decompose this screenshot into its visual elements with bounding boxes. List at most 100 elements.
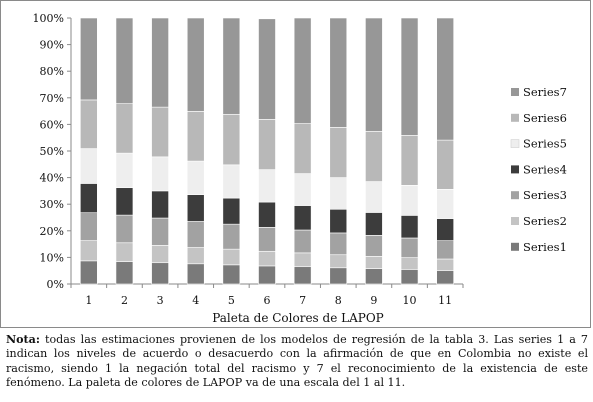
bar-segment-series4-cat-8: [329, 208, 348, 234]
bar-segment-series1-cat-5: [222, 264, 241, 285]
y-tick-label: 20%: [40, 225, 64, 238]
bar-segment-series4-cat-4: [186, 194, 205, 222]
x-tick-label: 3: [157, 294, 164, 307]
bar-segment-series5-cat-7: [293, 173, 312, 206]
x-tick-label: 1: [85, 294, 92, 307]
bar-segment-series7-cat-5: [222, 17, 241, 115]
legend-swatch-series6: [511, 113, 519, 122]
bar-segment-series1-cat-1: [80, 260, 98, 285]
bar-segment-series5-cat-3: [151, 156, 169, 192]
bar-segment-series7-cat-10: [400, 17, 419, 136]
bar-segment-series2-cat-4: [186, 247, 205, 265]
bar-segment-series1-cat-9: [365, 268, 383, 285]
bar-segment-series7-cat-11: [436, 17, 454, 141]
bar-segment-series2-cat-1: [80, 240, 98, 262]
legend-swatch-series2: [511, 217, 519, 225]
y-tick-label: 100%: [33, 12, 64, 25]
bar-segment-series3-cat-9: [365, 235, 383, 257]
bar-segment-series1-cat-4: [186, 263, 205, 285]
bar-segment-series3-cat-7: [293, 229, 312, 254]
y-tick-label: 40%: [40, 172, 64, 185]
chart-frame: 0% 10% 20% 30% 40% 50% 60% 70% 80% 90% 100% 1 2 3 4 5 6 7…: [0, 0, 591, 328]
x-tick-label: 7: [299, 294, 306, 307]
stacked-bar-chart: 0% 10% 20% 30% 40% 50% 60% 70% 80% 90% 100% 1 2 3 4 5 6 7…: [33, 12, 567, 325]
bar-segment-series3-cat-3: [151, 217, 169, 246]
bar-segment-series2-cat-10: [400, 257, 419, 270]
bar-segment-series5-cat-11: [436, 189, 454, 219]
legend-label-series7: Series7: [523, 85, 567, 99]
legend-swatch-series3: [511, 191, 519, 200]
bar-segment-series4-cat-11: [436, 218, 454, 241]
bar-segment-series5-cat-4: [186, 160, 205, 195]
bar-segment-series3-cat-10: [400, 237, 419, 258]
x-tick-label: 5: [228, 294, 235, 307]
x-tick-label: 4: [192, 294, 199, 307]
bar-segment-series7-cat-6: [258, 18, 276, 120]
bar-segment-series4-cat-2: [115, 187, 134, 216]
bar-segment-series6-cat-5: [222, 113, 241, 166]
bar-segment-series7-cat-3: [151, 17, 169, 108]
bar-segment-series6-cat-9: [365, 131, 383, 182]
legend-label-series3: Series3: [523, 188, 567, 202]
bar-segment-series2-cat-5: [222, 248, 241, 266]
bar-segment-series4-cat-7: [293, 205, 312, 231]
y-tick-label: 50%: [40, 145, 64, 158]
bar-segment-series6-cat-10: [400, 135, 419, 186]
y-tick-label: 10%: [40, 251, 64, 264]
x-tick-label: 8: [335, 294, 342, 307]
legend-label-series2: Series2: [523, 214, 567, 228]
bar-segment-series1-cat-2: [115, 261, 134, 285]
bar-segment-series1-cat-11: [436, 270, 454, 285]
bar-segment-series5-cat-6: [258, 169, 276, 203]
bar-segment-series4-cat-10: [400, 215, 419, 239]
bar-segment-series6-cat-3: [151, 106, 169, 158]
bar-segment-series3-cat-1: [80, 212, 98, 241]
bar-segment-series2-cat-9: [365, 256, 383, 269]
bar-segment-series5-cat-2: [115, 152, 134, 189]
y-tick-label: 80%: [40, 65, 64, 78]
legend-swatch-series1: [511, 242, 519, 251]
x-tick-label: 11: [438, 294, 452, 307]
legend-label-series1: Series1: [523, 240, 567, 254]
bar-segment-series2-cat-11: [436, 258, 454, 271]
legend-label-series6: Series6: [523, 111, 567, 125]
bar-segment-series6-cat-1: [80, 99, 98, 149]
bar-segment-series3-cat-5: [222, 223, 241, 250]
bar-segment-series6-cat-2: [115, 103, 134, 154]
bar-segment-series4-cat-6: [258, 201, 276, 228]
bar-segment-series2-cat-3: [151, 245, 169, 264]
bar-segment-series7-cat-2: [115, 17, 134, 104]
bar-segment-series3-cat-6: [258, 227, 276, 252]
legend-label-series5: Series5: [523, 137, 567, 151]
bar-segment-series4-cat-3: [151, 190, 169, 219]
bar-segment-series6-cat-7: [293, 123, 312, 174]
bar-segment-series1-cat-3: [151, 262, 169, 285]
bar-segment-series7-cat-1: [80, 17, 98, 101]
bar-segment-series1-cat-10: [400, 269, 419, 285]
x-tick-label: 10: [403, 294, 417, 307]
bar-segment-series6-cat-8: [329, 127, 348, 178]
y-tick-label: 30%: [40, 198, 64, 211]
bar-segment-series6-cat-4: [186, 111, 205, 162]
bar-segment-series6-cat-6: [258, 119, 276, 170]
legend: Series7 Series6 Series5 Series4 Series3 Serie…: [510, 85, 567, 254]
y-tick-label: 0%: [47, 278, 64, 291]
x-tick-label: 2: [121, 294, 128, 307]
bar-segment-series1-cat-8: [329, 267, 348, 285]
legend-swatch-series7: [511, 88, 519, 96]
bar-segment-series2-cat-6: [258, 250, 276, 267]
bar-segment-series4-cat-5: [222, 197, 241, 225]
legend-label-series4: Series4: [523, 162, 567, 176]
axes: 0% 10% 20% 30% 40% 50% 60% 70% 80% 90% 100% 1 2 3 4 5 6 7…: [33, 12, 464, 307]
bar-segment-series3-cat-2: [115, 214, 134, 244]
bar-segment-series5-cat-8: [329, 177, 348, 210]
bar-segment-series4-cat-9: [365, 212, 383, 236]
x-axis-title: Paleta de Colores de LAPOP: [212, 311, 384, 325]
bar-segment-series5-cat-9: [365, 181, 383, 213]
bar-segment-series2-cat-2: [115, 242, 134, 262]
bar-segment-series3-cat-8: [329, 232, 348, 256]
bar-segment-series3-cat-4: [186, 221, 205, 248]
x-tick-label: 6: [264, 294, 271, 307]
y-tick-label: 60%: [40, 118, 64, 131]
bar-segment-series7-cat-8: [329, 17, 348, 128]
